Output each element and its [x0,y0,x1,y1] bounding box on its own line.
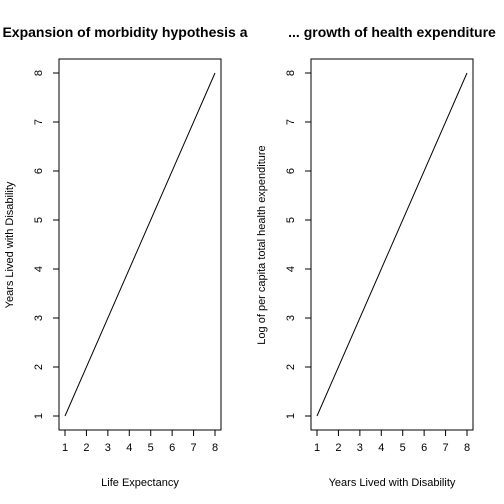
y-tick-label: 2 [285,364,297,370]
y-tick-label: 5 [285,217,297,223]
x-tick-label: 7 [191,442,197,454]
y-tick-label: 7 [33,119,45,125]
y-tick-label: 6 [33,168,45,174]
x-tick-label: 2 [335,442,341,454]
y-tick-label: 4 [285,266,297,272]
panel-1: Expansion of morbidity hypothesis a 1 2 3 4… [2,24,247,489]
y-tick-label: 5 [33,217,45,223]
x-tick-label: 3 [105,442,111,454]
panel-2-title: ... growth of health expenditure [288,24,496,40]
panel-2-series-line [317,73,467,416]
y-tick-label: 1 [285,413,297,419]
y-tick-label: 3 [33,315,45,321]
y-tick-label: 8 [285,70,297,76]
x-tick-label: 7 [443,442,449,454]
x-tick-label: 8 [464,442,470,454]
panel-1-x-axis-label: Life Expectancy [101,477,179,489]
panel-1-series-line [65,73,215,416]
y-tick-label: 7 [285,119,297,125]
x-tick-label: 6 [421,442,427,454]
panel-2: ... growth of health expenditure 1 2 3 4 5 6 7… [256,24,496,489]
y-tick-label: 3 [285,315,297,321]
x-tick-label: 1 [314,442,320,454]
x-tick-label: 3 [357,442,363,454]
panel-2-y-ticks: 1 2 3 4 5 6 7 8 [285,70,311,419]
panel-2-y-axis-label: Log of per capita total health expenditu… [256,145,268,344]
y-tick-label: 2 [33,364,45,370]
x-tick-label: 2 [83,442,89,454]
y-tick-label: 4 [33,266,45,272]
panel-1-title: Expansion of morbidity hypothesis a [2,24,247,40]
x-tick-label: 4 [126,442,132,454]
x-tick-label: 4 [378,442,384,454]
x-tick-label: 5 [400,442,406,454]
panel-1-y-axis-label: Years Lived with Disability [4,181,16,308]
y-tick-label: 8 [33,70,45,76]
panel-1-y-ticks: 1 2 3 4 5 6 7 8 [33,70,59,419]
x-tick-label: 5 [148,442,154,454]
x-tick-label: 1 [62,442,68,454]
panel-2-x-axis-label: Years Lived with Disability [329,477,456,489]
panel-2-x-ticks: 1 2 3 4 5 6 7 8 [314,430,470,454]
y-tick-label: 1 [33,413,45,419]
y-tick-label: 6 [285,168,297,174]
x-tick-label: 8 [212,442,218,454]
x-tick-label: 6 [169,442,175,454]
panel-1-x-ticks: 1 2 3 4 5 6 7 8 [62,430,218,454]
